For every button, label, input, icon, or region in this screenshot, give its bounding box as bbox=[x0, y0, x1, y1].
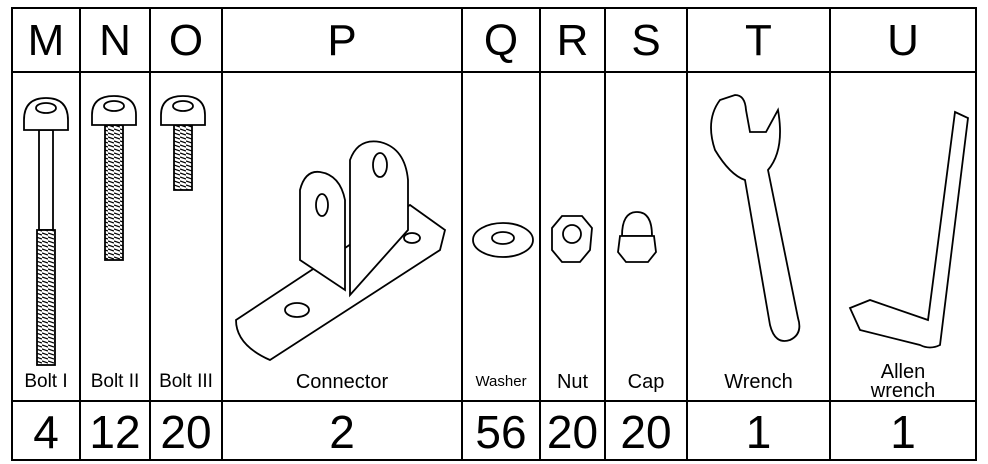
column-letter: S bbox=[631, 16, 661, 65]
part-name: Wrench bbox=[724, 370, 793, 393]
part-name: Allen wrench bbox=[870, 361, 936, 402]
part-count: 20 bbox=[160, 405, 212, 458]
part-count: 56 bbox=[475, 405, 527, 458]
part-count: 2 bbox=[329, 405, 355, 458]
part-name: Connector bbox=[295, 370, 389, 393]
part-name: Cap bbox=[627, 370, 665, 393]
part-count: 12 bbox=[89, 405, 141, 458]
part-count: 20 bbox=[620, 405, 672, 458]
part-name: Washer bbox=[475, 372, 527, 390]
column-letter: Q bbox=[483, 16, 519, 65]
column-letter: T bbox=[745, 16, 772, 65]
grid bbox=[11, 7, 977, 461]
part-name: Nut bbox=[556, 370, 589, 393]
column-letter: P bbox=[327, 16, 357, 65]
part-count: 1 bbox=[890, 405, 916, 458]
part-name: Bolt I bbox=[24, 370, 68, 392]
part-count: 1 bbox=[745, 405, 772, 458]
part-count: 4 bbox=[33, 405, 59, 458]
part-name: Bolt II bbox=[90, 370, 140, 392]
part-name: Bolt III bbox=[159, 370, 213, 392]
illustrations bbox=[23, 94, 969, 366]
part-count: 20 bbox=[546, 405, 599, 458]
column-letter: U bbox=[887, 16, 919, 65]
column-letter: M bbox=[27, 16, 65, 65]
column-letter: N bbox=[99, 16, 131, 65]
column-letter: O bbox=[168, 16, 204, 65]
column-letter: R bbox=[556, 16, 589, 65]
